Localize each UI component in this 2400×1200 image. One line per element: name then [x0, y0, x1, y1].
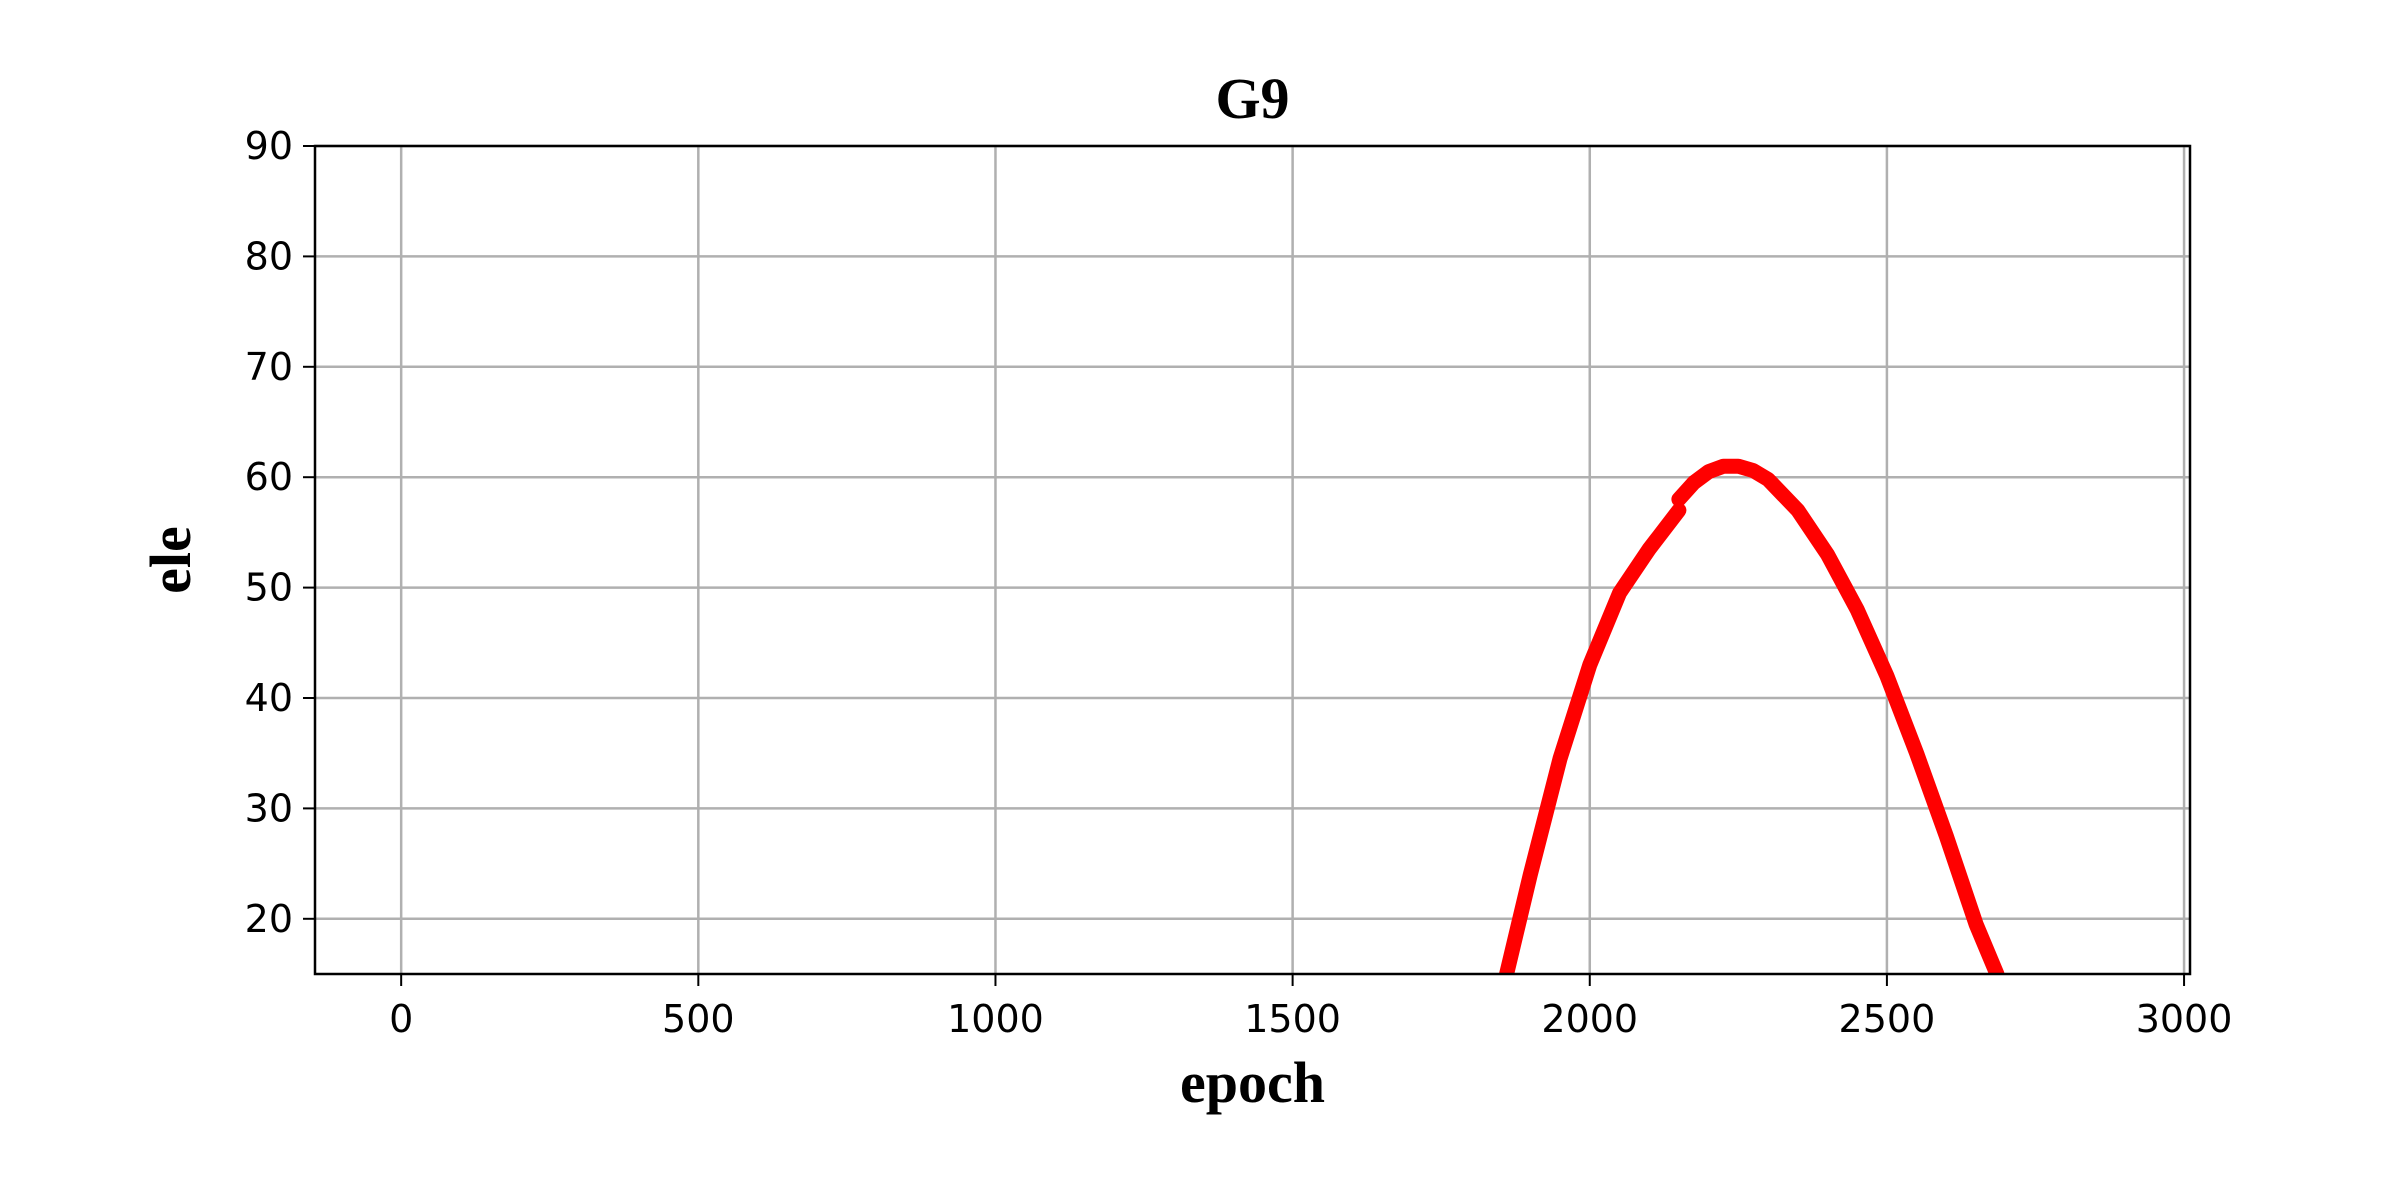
x-tick-label: 2000	[1541, 997, 1638, 1041]
y-axis-title: ele	[138, 526, 203, 594]
chart-title: G9	[1215, 66, 1289, 131]
series-line-1	[1499, 502, 1687, 974]
grid	[315, 144, 2190, 974]
y-tick-label: 40	[245, 676, 293, 720]
y-tick-label: 60	[245, 455, 293, 499]
y-tick-label: 70	[245, 345, 293, 389]
series-line-2	[1671, 458, 2005, 974]
x-tick-label: 0	[389, 997, 413, 1041]
x-axis-title: epoch	[1180, 1050, 1325, 1115]
x-tick-label: 1500	[1244, 997, 1341, 1041]
axis-ticks: 0 500 1000 1500 2000 2500 3000 20 30 40 50 60 70 80 90	[245, 124, 2233, 1041]
y-tick-label: 80	[245, 234, 293, 278]
x-tick-label: 500	[662, 997, 735, 1041]
y-tick-label: 30	[245, 786, 293, 830]
plot-area	[1499, 458, 2005, 974]
y-tick-label: 20	[245, 897, 293, 941]
plot-frame	[313, 144, 2192, 976]
x-tick-label: 2500	[1839, 997, 1936, 1041]
y-tick-label: 50	[245, 566, 293, 610]
x-tick-label: 3000	[2136, 997, 2233, 1041]
x-tick-label: 1000	[947, 997, 1044, 1041]
y-tick-label: 90	[245, 124, 293, 168]
